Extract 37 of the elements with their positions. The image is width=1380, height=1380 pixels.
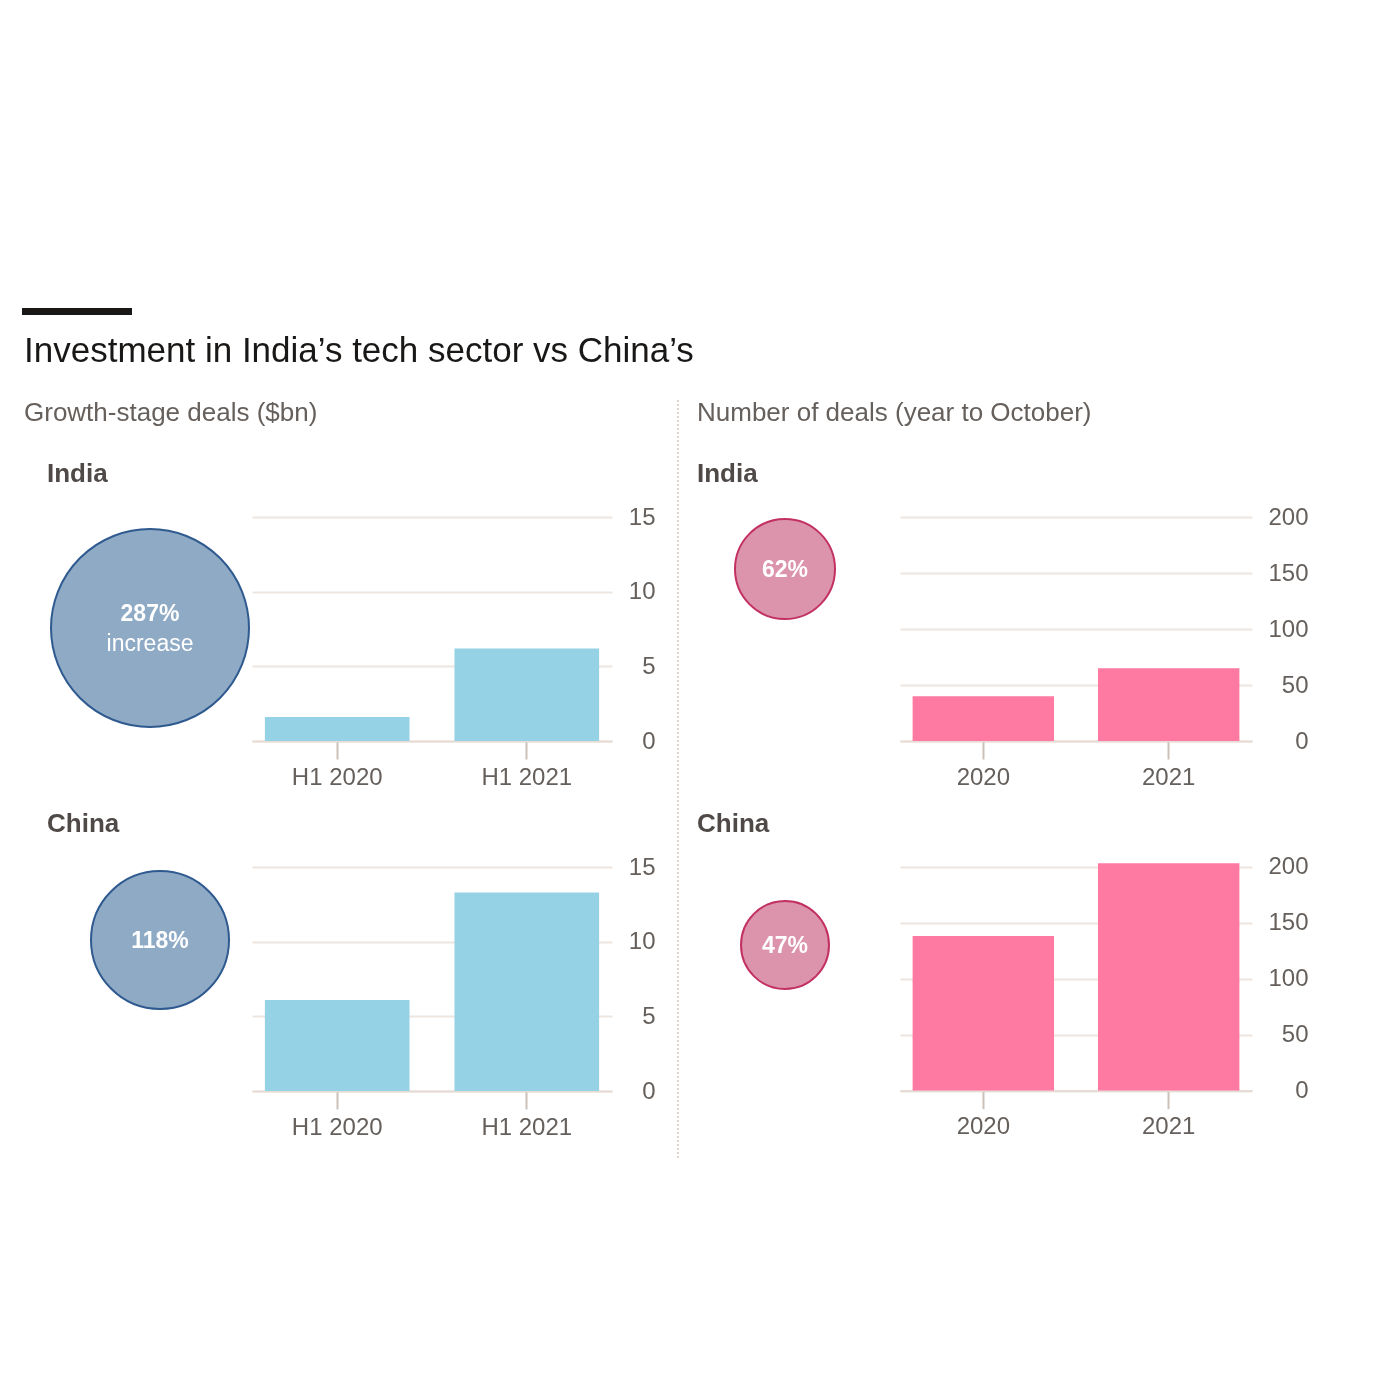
y-tick-label: 0	[1295, 726, 1309, 754]
chart-subtitle: Growth-stage deals ($bn)	[24, 397, 318, 428]
text: India	[47, 458, 108, 489]
y-tick-label: 5	[642, 1001, 656, 1029]
y-tick-label: 100	[1268, 964, 1309, 992]
y-tick-label: 10	[628, 927, 656, 955]
y-tick-label: 5	[642, 651, 656, 679]
x-tick-label: H1 2021	[481, 762, 573, 790]
y-tick-label: 0	[642, 1076, 656, 1104]
y-tick-label: 150	[1268, 908, 1309, 936]
y-tick-label: 0	[642, 726, 656, 754]
circle-icon: 287% increase	[50, 528, 250, 728]
circle-icon: 62%	[734, 518, 836, 620]
circle-icon: 118%	[90, 870, 230, 1010]
x-tick-label: 2021	[1141, 762, 1196, 790]
x-tick-label: H1 2020	[291, 1112, 383, 1140]
chart-subtitle: Number of deals (year to October)	[697, 397, 1092, 428]
y-tick-label: 0	[1295, 1076, 1309, 1104]
x-tick-label: 2020	[956, 762, 1011, 790]
y-tick-label: 150	[1268, 558, 1309, 586]
y-tick-label: 50	[1281, 1020, 1309, 1048]
y-tick-label: 200	[1268, 852, 1309, 880]
y-tick-label: 15	[628, 852, 656, 880]
y-tick-label: 15	[628, 502, 656, 530]
y-tick-label: 10	[628, 577, 656, 605]
x-tick-label: 2021	[1142, 1112, 1196, 1140]
x-tick-label: H1 2021	[481, 1112, 573, 1140]
chart-title: China	[697, 808, 770, 839]
chart-title: China	[47, 808, 120, 839]
chart-title: Investment in India’s tech sector vs China’s	[24, 330, 694, 370]
text: India	[697, 458, 758, 489]
y-tick-label: 200	[1268, 502, 1309, 530]
y-tick-label: 100	[1268, 614, 1309, 642]
y-tick-label: 50	[1281, 670, 1309, 698]
x-tick-label: H1 2020	[291, 762, 383, 790]
x-tick-label: 2020	[956, 1112, 1010, 1140]
circle-icon: 47%	[740, 900, 830, 990]
